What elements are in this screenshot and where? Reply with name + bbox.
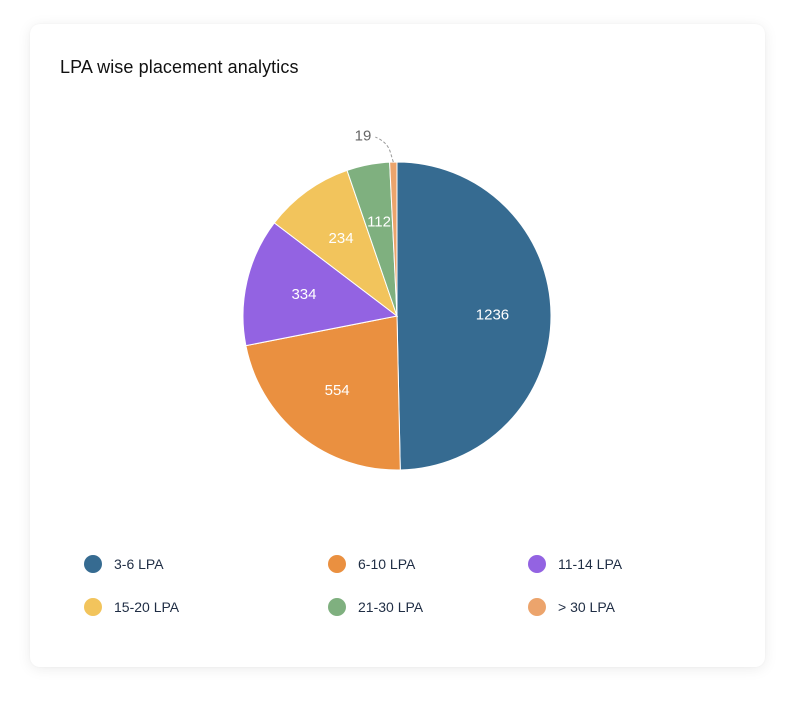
data-label-3-6-lpa: 1236 xyxy=(476,306,509,323)
legend-swatch xyxy=(84,598,102,616)
data-label-15-20-lpa: 234 xyxy=(329,230,354,247)
pie-chart: 1236 554 334 234 112 19 xyxy=(242,128,552,471)
data-label-30-lpa: 19 xyxy=(355,128,372,145)
legend-swatch xyxy=(528,555,546,573)
legend-label: > 30 LPA xyxy=(558,599,615,615)
legend-swatch xyxy=(528,598,546,616)
leader-line-30-lpa xyxy=(375,136,394,163)
card-title: LPA wise placement analytics xyxy=(60,57,299,77)
pie-slice-6-10-lpa[interactable] xyxy=(245,315,401,471)
pie-slice-11-14-lpa[interactable] xyxy=(242,222,399,347)
data-label-11-14-lpa: 334 xyxy=(291,286,316,303)
legend-swatch xyxy=(328,555,346,573)
legend-label: 3-6 LPA xyxy=(114,556,164,572)
legend-swatch xyxy=(84,555,102,573)
data-label-6-10-lpa: 554 xyxy=(325,382,350,399)
pie-slice-3-6-lpa[interactable] xyxy=(396,161,552,471)
legend-swatch xyxy=(328,598,346,616)
data-label-21-30-lpa: 112 xyxy=(367,214,391,231)
legend-item-6-10-lpa[interactable]: 6-10 LPA xyxy=(328,554,415,574)
legend-label: 21-30 LPA xyxy=(358,599,424,615)
legend-label: 6-10 LPA xyxy=(358,556,416,572)
legend-item-3-6-lpa[interactable]: 3-6 LPA xyxy=(84,554,164,574)
chart-legend: 3-6 LPA 6-10 LPA 11-14 LPA 15-20 LPA 21-30 L… xyxy=(30,24,765,667)
legend-item-15-20-lpa[interactable]: 15-20 LPA xyxy=(84,597,179,617)
legend-item-30-lpa[interactable]: > 30 LPA xyxy=(528,597,615,617)
legend-label: 15-20 LPA xyxy=(114,599,180,615)
legend-label: 11-14 LPA xyxy=(558,556,623,572)
placement-analytics-card: LPA wise placement analytics 1236 554 334 2… xyxy=(30,24,765,667)
legend-item-11-14-lpa[interactable]: 11-14 LPA xyxy=(528,554,622,574)
legend-item-21-30-lpa[interactable]: 21-30 LPA xyxy=(328,597,423,617)
pie-slice-15-20-lpa[interactable] xyxy=(273,169,399,318)
